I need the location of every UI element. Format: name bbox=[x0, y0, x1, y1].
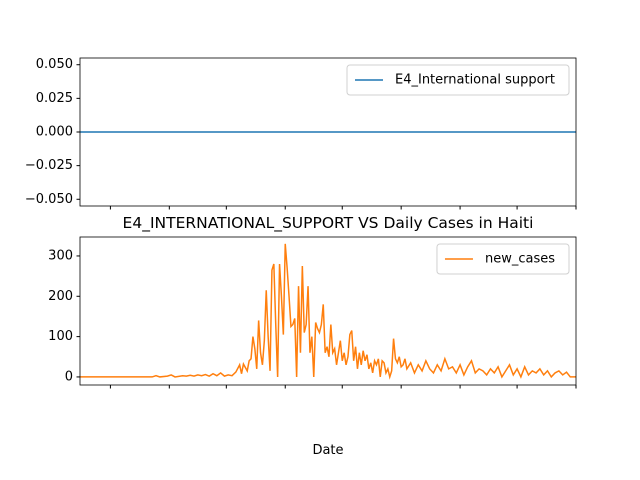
x-axis-label: Date bbox=[312, 443, 343, 458]
axes-frame bbox=[79, 57, 577, 207]
axes-frame bbox=[79, 236, 577, 386]
y-tick-label: −0.025 bbox=[25, 158, 73, 173]
series-line bbox=[80, 243, 576, 380]
y-tick-label: 300 bbox=[48, 248, 73, 263]
legend-label: new_cases bbox=[485, 252, 555, 267]
chart-title: E4_INTERNATIONAL_SUPPORT VS Daily Cases … bbox=[123, 214, 534, 233]
legend-box bbox=[436, 243, 570, 275]
legend: E4_International support bbox=[346, 64, 570, 96]
y-tick-label: 0.000 bbox=[36, 125, 73, 140]
y-tick-label: 200 bbox=[48, 289, 73, 304]
y-tick-label: −0.050 bbox=[25, 192, 73, 207]
legend-box bbox=[346, 64, 570, 96]
x-tick-label: Apr bbox=[0, 0, 1, 13]
y-tick-label: 0.050 bbox=[36, 57, 73, 72]
legend-label: E4_International support bbox=[395, 73, 555, 88]
x-tick-label: Mar2020 bbox=[0, 0, 1, 28]
y-tick-label: 0.025 bbox=[36, 91, 73, 106]
y-tick-label: 0 bbox=[65, 369, 73, 384]
y-tick-label: 100 bbox=[48, 329, 73, 344]
legend: new_cases bbox=[436, 243, 570, 275]
